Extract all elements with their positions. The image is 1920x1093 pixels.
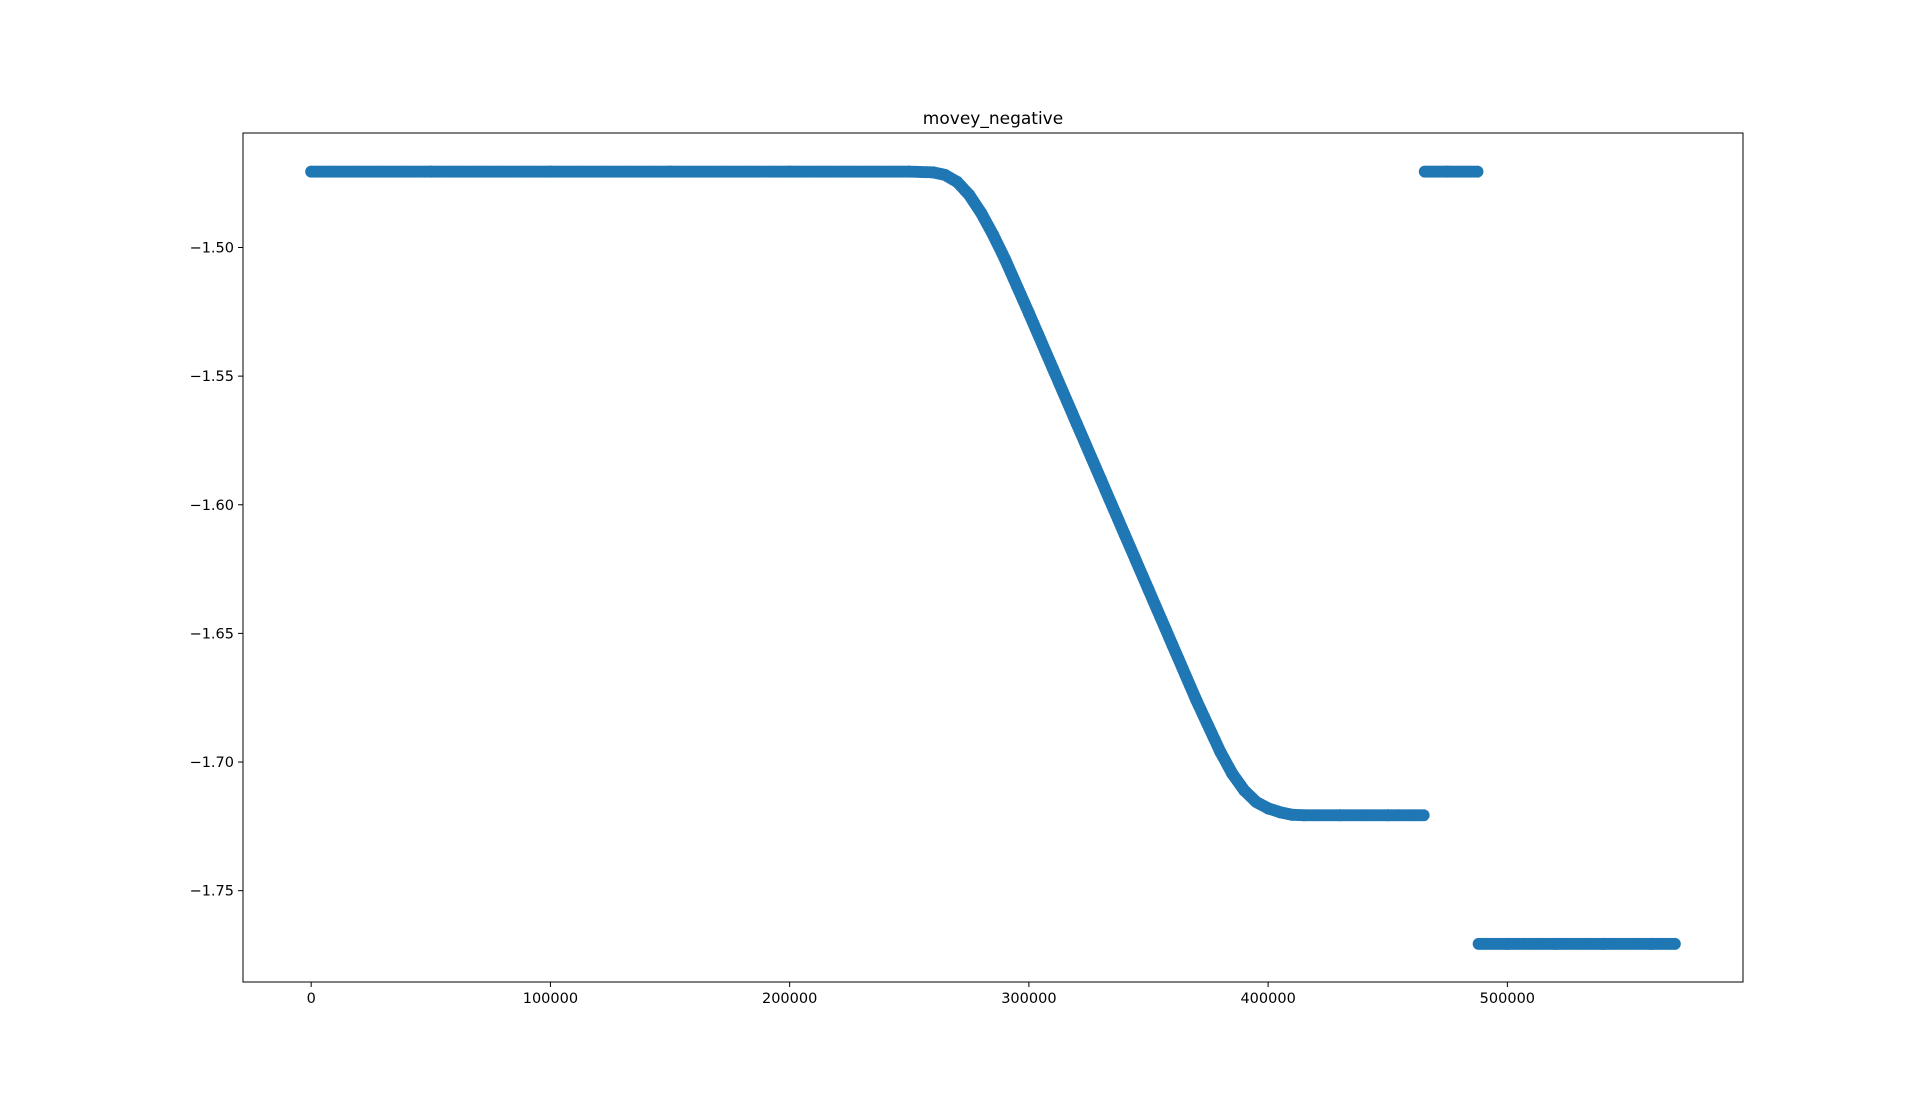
x-tick-label: 300000 [1001, 991, 1056, 1007]
plot-area [243, 133, 1743, 982]
x-tick-label: 400000 [1240, 991, 1295, 1007]
x-tick-label: 200000 [762, 991, 817, 1007]
y-tick-label: −1.75 [190, 884, 234, 900]
chart-title: movey_negative [923, 109, 1063, 129]
y-tick-label: −1.70 [190, 755, 234, 771]
x-tick-label: 500000 [1480, 991, 1535, 1007]
plot-background [243, 133, 1743, 982]
x-tick-label: 100000 [523, 991, 578, 1007]
scatter-point [1471, 165, 1484, 178]
y-tick-label: −1.55 [190, 369, 234, 385]
y-axis: −1.50 −1.55 −1.60 −1.65 −1.70 −1.75 [190, 240, 243, 900]
scatter-marks [305, 165, 1681, 950]
y-tick-label: −1.60 [190, 498, 234, 514]
x-axis: 0 100000 200000 300000 400000 500000 [307, 982, 1535, 1007]
plot-frame [242, 132, 1744, 983]
scatter-point [1417, 809, 1430, 822]
y-tick-label: −1.65 [190, 626, 234, 642]
y-tick-label: −1.50 [190, 240, 234, 256]
x-tick-label: 0 [307, 991, 316, 1007]
scatter-point [1668, 937, 1681, 950]
